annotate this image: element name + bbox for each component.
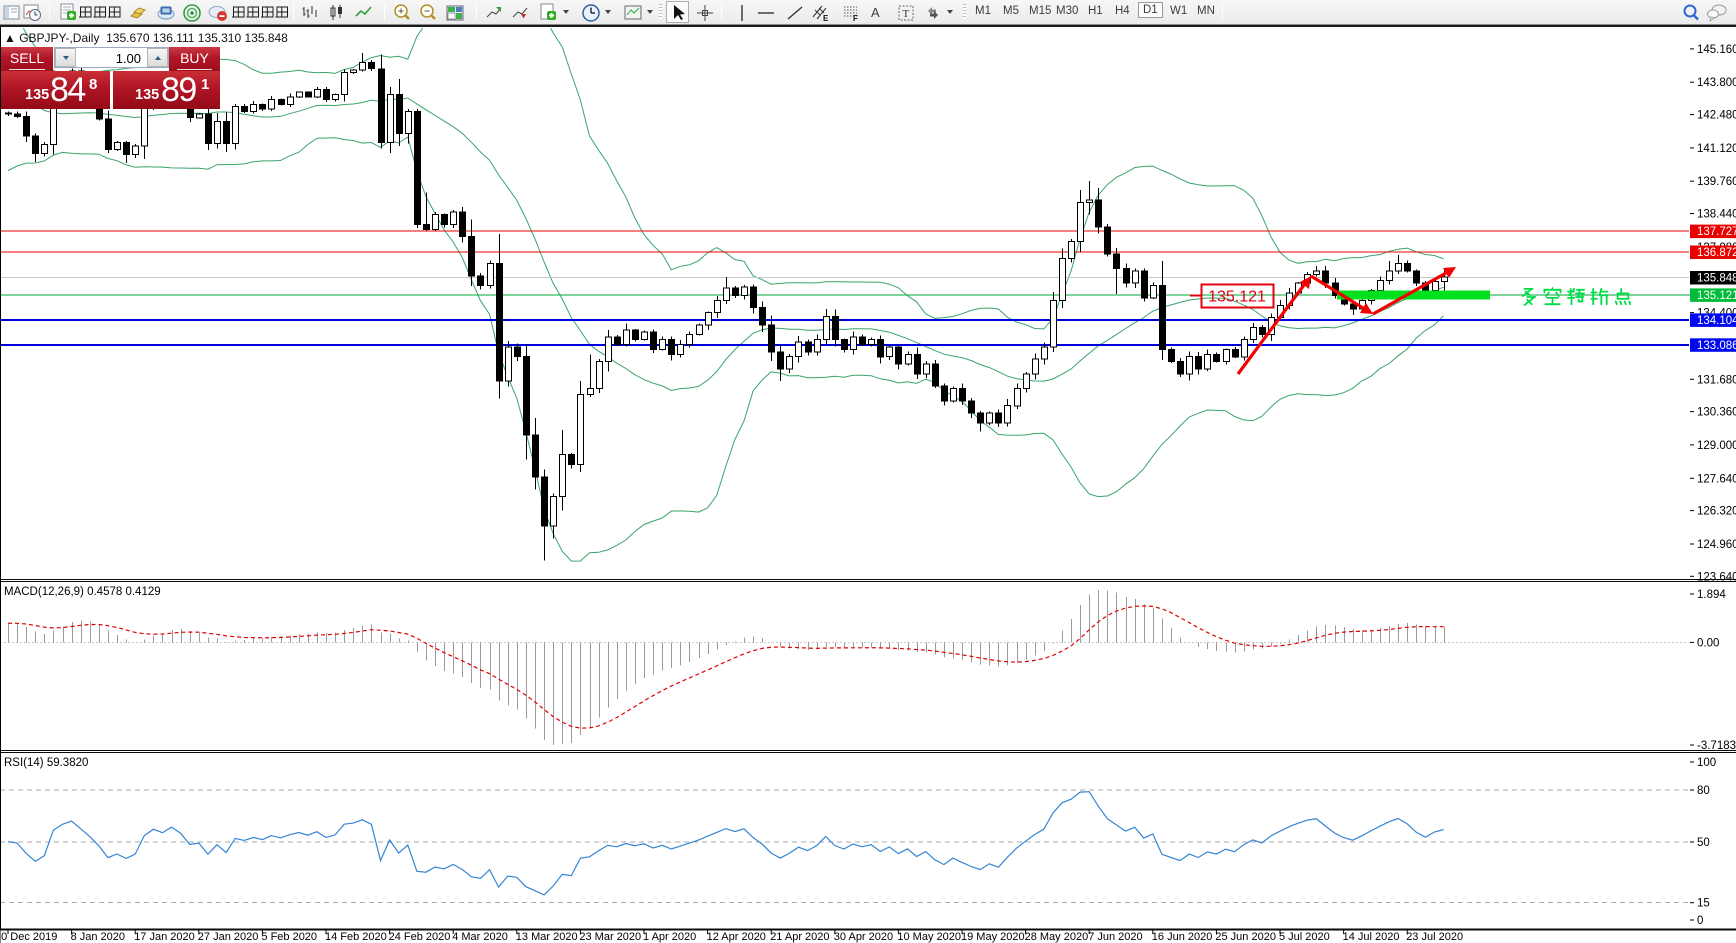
svg-text:123.640: 123.640 [1697, 571, 1736, 583]
svg-text:23 Jul 2020: 23 Jul 2020 [1406, 931, 1463, 943]
svg-text:145.160: 145.160 [1697, 44, 1736, 56]
svg-text:130.360: 130.360 [1697, 407, 1736, 419]
svg-text:10 May 2020: 10 May 2020 [897, 931, 961, 943]
svg-text:30 Dec 2019: 30 Dec 2019 [0, 931, 57, 943]
svg-text:142.480: 142.480 [1697, 110, 1736, 122]
svg-text:15: 15 [1697, 898, 1710, 910]
svg-text:RSI(14) 59.3820: RSI(14) 59.3820 [4, 757, 88, 769]
svg-text:124.960: 124.960 [1697, 539, 1736, 551]
svg-text:1 Apr 2020: 1 Apr 2020 [643, 931, 696, 943]
svg-text:19 May 2020: 19 May 2020 [961, 931, 1025, 943]
svg-text:1.894: 1.894 [1697, 589, 1726, 601]
svg-text:0: 0 [1697, 915, 1703, 927]
svg-text:F: F [853, 14, 858, 23]
svg-text:4 Mar 2020: 4 Mar 2020 [452, 931, 508, 943]
svg-text:5 Jul 2020: 5 Jul 2020 [1279, 931, 1330, 943]
svg-text:143.800: 143.800 [1697, 77, 1736, 89]
svg-text:134.104: 134.104 [1697, 315, 1736, 327]
svg-text:100: 100 [1697, 757, 1716, 769]
svg-text:16 Jun 2020: 16 Jun 2020 [1152, 931, 1213, 943]
svg-text:5 Feb 2020: 5 Feb 2020 [261, 931, 317, 943]
svg-text:T: T [903, 8, 910, 20]
svg-text:13 Mar 2020: 13 Mar 2020 [516, 931, 578, 943]
svg-text:129.000: 129.000 [1697, 440, 1736, 452]
svg-text:0.00: 0.00 [1697, 637, 1719, 649]
svg-text:MACD(12,26,9) 0.4578 0.4129: MACD(12,26,9) 0.4578 0.4129 [4, 586, 161, 598]
svg-text:135.848: 135.848 [1697, 273, 1736, 285]
svg-text:27 Jan 2020: 27 Jan 2020 [198, 931, 259, 943]
svg-text:14 Jul 2020: 14 Jul 2020 [1343, 931, 1400, 943]
svg-text:141.120: 141.120 [1697, 143, 1736, 155]
svg-text:135.121: 135.121 [1697, 290, 1736, 302]
svg-text:14 Feb 2020: 14 Feb 2020 [325, 931, 387, 943]
svg-text:-3.7183: -3.7183 [1697, 740, 1736, 752]
svg-text:24 Feb 2020: 24 Feb 2020 [389, 931, 451, 943]
svg-text:8 Jan 2020: 8 Jan 2020 [71, 931, 125, 943]
svg-text:50: 50 [1697, 837, 1710, 849]
svg-text:7 Jun 2020: 7 Jun 2020 [1088, 931, 1142, 943]
svg-text:137.727: 137.727 [1697, 226, 1736, 238]
svg-text:30 Apr 2020: 30 Apr 2020 [834, 931, 893, 943]
svg-text:135.121: 135.121 [1208, 289, 1266, 306]
svg-text:23 Mar 2020: 23 Mar 2020 [579, 931, 641, 943]
svg-text:126.320: 126.320 [1697, 506, 1736, 518]
svg-text:136.872: 136.872 [1697, 247, 1736, 259]
svg-text:28 May 2020: 28 May 2020 [1025, 931, 1089, 943]
svg-text:138.440: 138.440 [1697, 209, 1736, 221]
svg-text:133.086: 133.086 [1697, 340, 1736, 352]
svg-text:80: 80 [1697, 785, 1710, 797]
svg-text:21 Apr 2020: 21 Apr 2020 [770, 931, 829, 943]
svg-text:127.640: 127.640 [1697, 473, 1736, 485]
svg-text:139.760: 139.760 [1697, 176, 1736, 188]
svg-text:12 Apr 2020: 12 Apr 2020 [707, 931, 766, 943]
svg-text:25 Jun 2020: 25 Jun 2020 [1215, 931, 1276, 943]
svg-text:E: E [823, 14, 829, 23]
svg-text:131.680: 131.680 [1697, 374, 1736, 386]
svg-text:17 Jan 2020: 17 Jan 2020 [134, 931, 195, 943]
